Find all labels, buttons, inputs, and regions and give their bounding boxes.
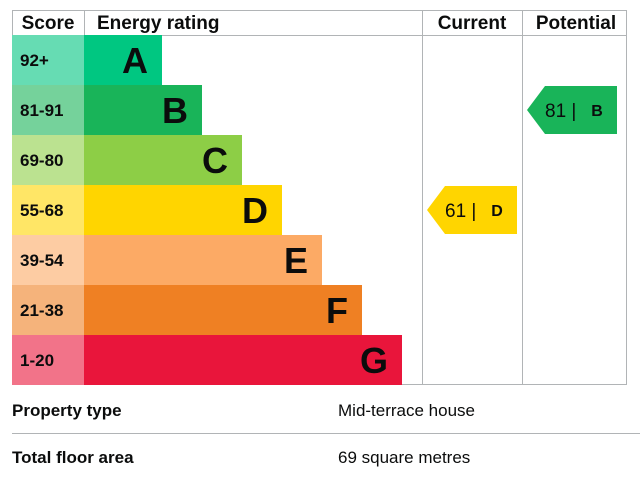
- score-cell-f: [12, 285, 84, 335]
- score-range-c: 69-80: [20, 151, 63, 170]
- band-bar-c: [84, 135, 242, 185]
- band-letter-c: C: [202, 140, 228, 181]
- potential-rating-arrow: [527, 86, 617, 134]
- score-cell-b: [12, 85, 84, 135]
- potential-rating-letter: B: [591, 103, 603, 120]
- score-cell-e: [12, 235, 84, 285]
- header-score: Score: [22, 13, 75, 34]
- score-range-b: 81-91: [20, 101, 63, 120]
- property-type-row: Property type Mid-terrace house: [12, 399, 640, 445]
- header-current: Current: [438, 13, 507, 34]
- score-cell-g: [12, 335, 84, 385]
- score-cell-d: [12, 185, 84, 235]
- score-range-f: 21-38: [20, 301, 63, 320]
- score-cell-c: [12, 135, 84, 185]
- header-potential: Potential: [536, 13, 616, 34]
- rating-bands: 92+ A 81-91 B 69-80 C 55-68 D 39-54 E 21-38 F 1-20 G: [12, 35, 402, 385]
- score-range-d: 55-68: [20, 201, 63, 220]
- band-bar-d: [84, 185, 282, 235]
- band-bar-e: [84, 235, 322, 285]
- current-rating-arrow: [427, 186, 517, 234]
- band-letter-d: D: [242, 190, 268, 231]
- floor-area-value: 69 square metres: [338, 448, 471, 467]
- band-bar-g: [84, 335, 402, 385]
- header-energy-rating: Energy rating: [97, 13, 219, 34]
- property-type-value: Mid-terrace house: [338, 401, 476, 420]
- floor-area-row: Total floor area 69 square metres: [12, 446, 640, 492]
- band-letter-g: G: [360, 340, 388, 381]
- band-bar-a: [84, 35, 162, 85]
- current-rating-marker: 61 | D: [427, 186, 517, 234]
- band-letter-f: F: [326, 290, 348, 331]
- band-letter-e: E: [284, 240, 308, 281]
- info-divider: [12, 433, 640, 434]
- energy-rating-chart: Score Energy rating Current Potential 92…: [12, 10, 627, 385]
- score-range-a: 92+: [20, 51, 49, 70]
- band-letter-b: B: [162, 90, 188, 131]
- potential-rating-value: 81 |: [545, 101, 576, 122]
- band-letter-a: A: [122, 40, 148, 81]
- band-bar-f: [84, 285, 362, 335]
- score-range-e: 39-54: [20, 251, 64, 270]
- score-cell-a: [12, 35, 84, 85]
- potential-rating-marker: 81 | B: [527, 86, 617, 134]
- band-bar-b: [84, 85, 202, 135]
- current-rating-letter: D: [491, 203, 503, 220]
- current-rating-value: 61 |: [445, 201, 476, 222]
- floor-area-label: Total floor area: [12, 448, 134, 467]
- property-type-label: Property type: [12, 401, 122, 420]
- score-range-g: 1-20: [20, 351, 54, 370]
